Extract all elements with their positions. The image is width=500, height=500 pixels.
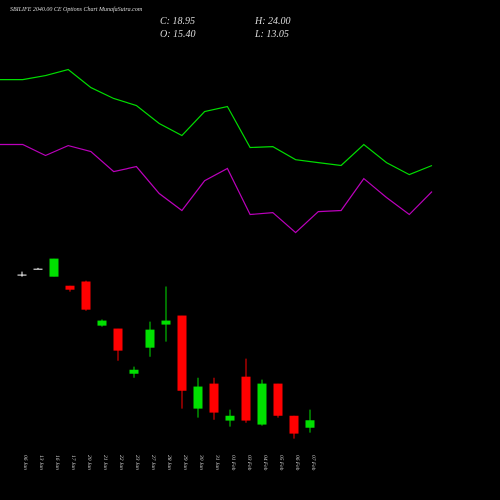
candle-body [257,383,267,425]
candle-body [49,258,59,277]
x-tick-label: 07 Feb [310,455,316,471]
candle-body [97,320,107,326]
x-tick-label: 23 Jan [134,455,140,470]
x-tick-label: 13 Jan [38,455,44,470]
x-tick-label: 31 Jan [214,454,220,470]
candle-body [273,383,283,416]
x-tick-label: 29 Jan [182,455,188,470]
chart-title: SBILIFE 2040.00 CE Options Chart MunafaS… [10,6,143,13]
candle-body [65,285,75,290]
candle-body [129,369,139,374]
candle-body [33,268,43,270]
x-tick-label: 03 Feb [246,455,252,471]
indicator-line [0,143,433,234]
x-tick-label: 16 Jan [54,455,60,470]
candle-body [241,376,251,421]
x-tick-label: 04 Feb [262,455,269,471]
indicator-line [0,68,433,176]
candle-body [289,415,299,434]
close-stat: C: 18.95 [160,16,195,27]
x-tick-label: 27 Jan [150,455,156,470]
x-tick-label: 06 Jan [22,455,28,470]
x-tick-label: 28 Jan [166,455,172,470]
x-tick-label: 22 Jan [118,455,124,470]
candle-body [145,329,155,348]
x-tick-label: 06 Feb [294,455,300,471]
x-tick-label: 30 Jan [198,454,204,470]
x-tick-label: 20 Jan [86,455,92,470]
low-stat: L: 13.05 [254,29,289,40]
x-tick-label: 17 Jan [70,455,76,470]
x-tick-label: 01 Feb [230,455,236,471]
candle-body [177,315,187,391]
x-tick-label: 05 Feb [278,455,284,471]
candle-body [161,320,171,325]
candle-body [17,274,27,276]
candle-body [305,420,315,428]
open-stat: O: 15.40 [160,29,196,40]
candle-body [113,328,123,351]
candle-body [193,386,203,409]
x-tick-label: 21 Jan [102,455,108,470]
candle-body [225,415,235,421]
high-stat: H: 24.00 [254,16,291,27]
candle-body [81,281,91,310]
candle-body [209,383,219,413]
